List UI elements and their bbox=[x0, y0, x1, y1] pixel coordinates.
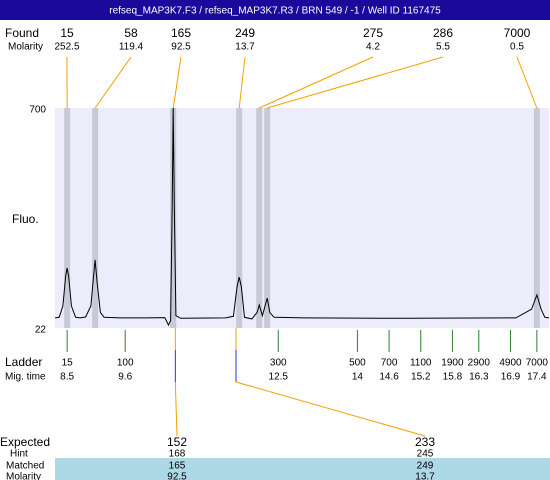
ladder-size: 700 bbox=[381, 358, 398, 369]
peak-connector bbox=[172, 56, 182, 109]
ladder-size: 1900 bbox=[441, 358, 464, 369]
expected-size: 233 bbox=[415, 435, 435, 449]
y-tick-label: 700 bbox=[29, 105, 46, 116]
peak-connector bbox=[259, 56, 374, 109]
expected-molarity: 92.5 bbox=[167, 472, 187, 480]
plot-area bbox=[55, 108, 549, 328]
ladder-time: 12.5 bbox=[269, 372, 289, 383]
found-size: 165 bbox=[171, 26, 191, 40]
found-molarity: 13.7 bbox=[235, 42, 255, 53]
peak-connector bbox=[267, 56, 444, 109]
peak-connector bbox=[516, 56, 538, 109]
peak-band bbox=[236, 108, 243, 328]
expected-molarity: 13.7 bbox=[415, 472, 435, 480]
ladder-label: Ladder bbox=[5, 355, 42, 369]
expected-molarity-label: Molarity bbox=[6, 472, 41, 480]
found-molarity: 92.5 bbox=[171, 42, 191, 53]
ladder-size: 2900 bbox=[468, 358, 491, 369]
trace bbox=[54, 107, 550, 327]
ladder-time: 16.9 bbox=[501, 372, 521, 383]
found-size: 58 bbox=[124, 26, 138, 40]
found-molarity: 0.5 bbox=[510, 42, 524, 53]
found-size: 275 bbox=[363, 26, 383, 40]
ladder-time-label: Mig. time bbox=[5, 372, 46, 383]
title-bar bbox=[0, 0, 550, 20]
expected-matched: 165 bbox=[169, 461, 186, 472]
peak-band bbox=[92, 108, 99, 328]
expected-connector bbox=[174, 381, 178, 437]
matched-label: Matched bbox=[6, 461, 44, 472]
peak-connector bbox=[94, 56, 132, 109]
ladder-time: 15.2 bbox=[411, 372, 431, 383]
expected-size: 152 bbox=[167, 435, 187, 449]
ladder-size: 100 bbox=[117, 358, 134, 369]
hint-label: Hint bbox=[10, 449, 28, 460]
found-molarity: 119.4 bbox=[119, 42, 144, 53]
ladder-time: 17.4 bbox=[527, 372, 547, 383]
ladder-size: 500 bbox=[349, 358, 366, 369]
peak-band bbox=[533, 108, 540, 328]
expected-hint: 245 bbox=[417, 449, 434, 460]
found-label: Found bbox=[5, 26, 39, 40]
title: refseq_MAP3K7.F3 / refseq_MAP3K7.R3 / BR… bbox=[109, 6, 441, 17]
expected-hint: 168 bbox=[169, 449, 186, 460]
matched-row-bg bbox=[55, 458, 550, 480]
ladder-time: 14 bbox=[352, 372, 364, 383]
ladder-time: 14.6 bbox=[379, 372, 399, 383]
ladder-time: 8.5 bbox=[60, 372, 74, 383]
found-size: 249 bbox=[235, 26, 255, 40]
ladder-size: 7000 bbox=[526, 358, 549, 369]
ladder-time: 16.3 bbox=[469, 372, 489, 383]
peak-band bbox=[256, 108, 263, 328]
ladder-size: 1100 bbox=[410, 358, 432, 369]
expected-label: Expected bbox=[0, 435, 50, 449]
peak-band bbox=[264, 108, 271, 328]
peak-band bbox=[170, 108, 177, 328]
ladder-time: 9.6 bbox=[118, 372, 132, 383]
found-size: 286 bbox=[433, 26, 453, 40]
found-molarity: 252.5 bbox=[54, 42, 79, 53]
found-molarity-label: Molarity bbox=[8, 42, 43, 53]
found-size: 7000 bbox=[504, 26, 531, 40]
ladder-size: 15 bbox=[62, 358, 74, 369]
found-size: 15 bbox=[60, 26, 74, 40]
expected-connector bbox=[235, 381, 426, 437]
found-molarity: 5.5 bbox=[436, 42, 450, 53]
ladder-size: 300 bbox=[270, 358, 287, 369]
ladder-size: 4900 bbox=[499, 358, 522, 369]
ladder-time: 15.8 bbox=[443, 372, 463, 383]
y-tick-label: 22 bbox=[35, 325, 47, 336]
found-molarity: 4.2 bbox=[366, 42, 380, 53]
expected-matched: 249 bbox=[417, 461, 434, 472]
peak-band bbox=[64, 108, 71, 328]
peak-connector bbox=[238, 56, 246, 109]
y-axis-label: Fluo. bbox=[12, 212, 39, 226]
